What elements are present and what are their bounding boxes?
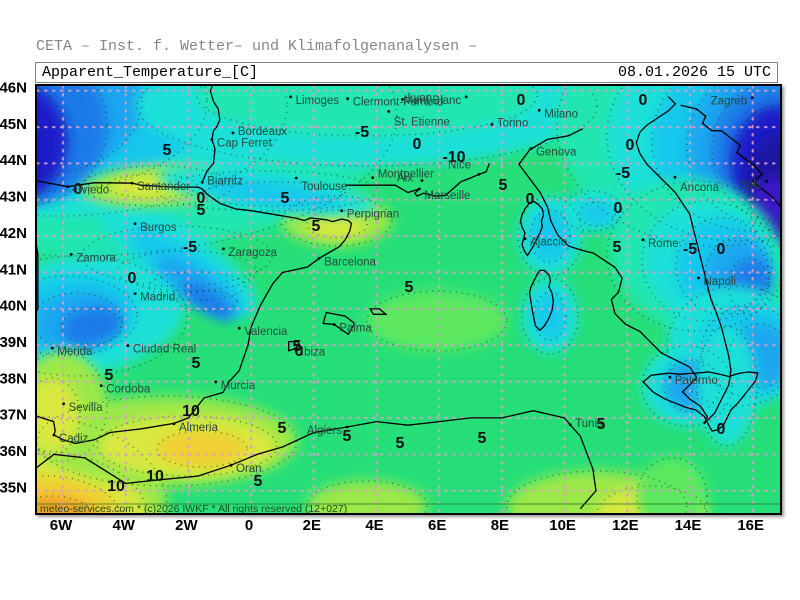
svg-text:Oviedo: Oviedo [73,185,109,197]
svg-text:Zagreb: Zagreb [711,96,747,108]
svg-text:meteo-services.com * (c)2026 I: meteo-services.com * (c)2026 IWKF * All … [40,503,347,513]
svg-text:-5: -5 [683,241,697,258]
svg-text:Genova: Genova [536,147,577,159]
svg-text:Limoges: Limoges [296,95,340,107]
svg-text:5: 5 [478,430,487,447]
svg-text:35N: 35N [0,480,27,497]
svg-text:Oran: Oran [236,463,262,475]
svg-text:Cordoba: Cordoba [106,384,151,396]
svg-text:0: 0 [526,191,535,208]
svg-text:45N: 45N [0,116,27,133]
svg-text:39N: 39N [0,334,27,351]
svg-text:Ancona: Ancona [680,182,720,194]
svg-text:Napoli: Napoli [704,276,737,288]
svg-text:5: 5 [197,202,206,219]
svg-text:Madrid: Madrid [140,292,175,304]
svg-text:5: 5 [163,142,172,159]
svg-text:0: 0 [626,137,635,154]
svg-text:Torino: Torino [497,118,528,130]
svg-text:5: 5 [613,239,622,256]
svg-text:6E: 6E [428,517,446,534]
svg-text:5: 5 [105,367,114,384]
svg-text:0: 0 [128,270,137,287]
svg-text:-5: -5 [355,124,369,141]
svg-text:46N: 46N [0,80,27,97]
svg-text:Valencia: Valencia [244,326,288,338]
svg-text:41N: 41N [0,261,27,278]
svg-text:Marseille: Marseille [424,190,470,202]
svg-text:0: 0 [639,92,648,109]
svg-text:42N: 42N [0,225,27,242]
svg-text:5: 5 [278,420,287,437]
svg-text:Zaragoza: Zaragoza [229,247,278,259]
svg-text:Mont Blanc: Mont Blanc [404,95,462,107]
svg-text:36N: 36N [0,443,27,460]
svg-text:0: 0 [717,241,726,258]
svg-text:Perpignan: Perpignan [347,209,399,221]
svg-text:10: 10 [107,478,125,495]
svg-text:Split: Split [739,179,762,191]
svg-text:0: 0 [717,421,726,438]
svg-text:5: 5 [499,177,508,194]
svg-text:10: 10 [146,468,164,485]
svg-text:5: 5 [343,428,352,445]
svg-text:Merida: Merida [57,346,93,358]
svg-text:Biarritz: Biarritz [207,175,243,187]
svg-text:14E: 14E [675,517,702,534]
svg-text:Nice: Nice [448,159,471,171]
svg-text:5: 5 [405,279,414,296]
svg-text:0: 0 [517,92,526,109]
svg-text:0: 0 [245,517,253,534]
svg-text:0: 0 [614,200,623,217]
svg-text:Burgos: Burgos [140,222,177,234]
svg-text:5: 5 [192,355,201,372]
svg-text:Cadiz: Cadiz [59,433,89,445]
svg-text:Zamora: Zamora [76,252,116,264]
svg-text:Murcia: Murcia [221,380,256,392]
svg-text:Toulouse: Toulouse [301,181,347,193]
svg-text:Rome: Rome [648,238,679,250]
svg-text:Milano: Milano [544,108,578,120]
svg-text:8E: 8E [491,517,509,534]
svg-text:-5: -5 [616,165,630,182]
svg-text:10: 10 [182,403,200,420]
svg-text:4E: 4E [365,517,383,534]
svg-text:Barcelona: Barcelona [324,256,376,268]
svg-text:2W: 2W [175,517,198,534]
svg-text:4W: 4W [112,517,135,534]
svg-text:St. Etienne: St. Etienne [394,116,450,128]
svg-text:Bordeaux: Bordeaux [238,126,287,138]
svg-text:6W: 6W [50,517,73,534]
svg-text:Santander: Santander [137,181,190,193]
svg-text:Palma: Palma [339,323,372,335]
svg-text:40N: 40N [0,298,27,315]
svg-text:Sevilla: Sevilla [69,402,103,414]
svg-text:5: 5 [396,435,405,452]
svg-text:Aix: Aix [397,173,413,185]
svg-text:5: 5 [254,473,263,490]
svg-text:43N: 43N [0,189,27,206]
svg-text:0: 0 [413,136,422,153]
svg-text:Ibiza: Ibiza [301,347,326,359]
svg-text:5: 5 [281,190,290,207]
svg-text:Palermo: Palermo [675,375,718,387]
svg-text:Ciudad Real: Ciudad Real [133,344,196,356]
svg-text:37N: 37N [0,407,27,424]
svg-text:10E: 10E [549,517,576,534]
svg-text:5: 5 [312,218,321,235]
svg-text:Cap Ferret: Cap Ferret [217,137,273,149]
svg-text:16E: 16E [737,517,764,534]
svg-text:-5: -5 [183,239,197,256]
svg-text:12E: 12E [612,517,639,534]
svg-text:Almeria: Almeria [179,422,219,434]
svg-text:Ajaccio: Ajaccio [530,237,567,249]
svg-text:Algiers: Algiers [307,425,342,437]
svg-text:38N: 38N [0,370,27,387]
svg-text:Tunis: Tunis [575,418,603,430]
svg-text:2E: 2E [303,517,321,534]
svg-text:44N: 44N [0,152,27,169]
